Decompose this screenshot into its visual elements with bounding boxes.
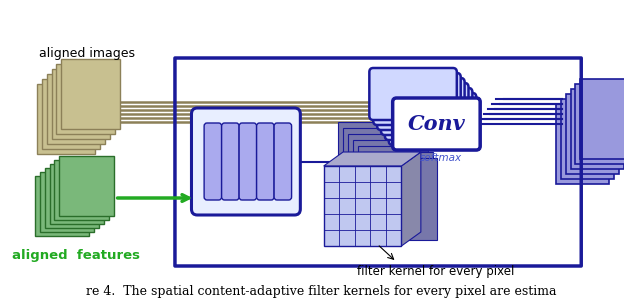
Text: re 4.  The spatial content-adaptive filter kernels for every pixel are estima: re 4. The spatial content-adaptive filte… bbox=[85, 285, 556, 299]
Text: softmax: softmax bbox=[420, 153, 462, 163]
FancyBboxPatch shape bbox=[385, 88, 472, 140]
FancyBboxPatch shape bbox=[274, 123, 291, 200]
Bar bbox=[353, 140, 423, 222]
Bar bbox=[37, 84, 95, 154]
FancyBboxPatch shape bbox=[222, 123, 239, 200]
FancyBboxPatch shape bbox=[239, 123, 256, 200]
FancyBboxPatch shape bbox=[373, 73, 461, 125]
Bar bbox=[61, 59, 120, 129]
Bar bbox=[49, 164, 104, 224]
Bar bbox=[52, 69, 110, 139]
Bar bbox=[47, 74, 105, 144]
Bar bbox=[570, 89, 624, 169]
Bar bbox=[40, 172, 94, 232]
Bar bbox=[561, 99, 614, 179]
Bar bbox=[54, 160, 109, 220]
FancyBboxPatch shape bbox=[204, 123, 222, 200]
FancyBboxPatch shape bbox=[256, 123, 274, 200]
FancyBboxPatch shape bbox=[389, 93, 476, 145]
Bar bbox=[45, 168, 99, 228]
FancyBboxPatch shape bbox=[392, 98, 480, 150]
Bar bbox=[363, 152, 432, 234]
Bar bbox=[56, 64, 115, 134]
Bar bbox=[324, 166, 401, 246]
Bar bbox=[42, 79, 100, 149]
Bar bbox=[580, 79, 624, 159]
Bar bbox=[59, 156, 114, 216]
FancyBboxPatch shape bbox=[392, 98, 480, 150]
FancyBboxPatch shape bbox=[369, 68, 457, 120]
Bar bbox=[358, 146, 427, 228]
Text: aligned  features: aligned features bbox=[12, 250, 140, 262]
FancyBboxPatch shape bbox=[377, 78, 465, 130]
Text: filter kernel for every pixel: filter kernel for every pixel bbox=[357, 265, 514, 278]
Polygon shape bbox=[401, 152, 421, 246]
Bar bbox=[575, 84, 624, 164]
Bar bbox=[35, 176, 89, 236]
Bar bbox=[368, 158, 437, 240]
Text: Conv: Conv bbox=[407, 114, 466, 134]
Bar bbox=[566, 94, 619, 174]
Bar bbox=[556, 104, 610, 184]
Bar bbox=[338, 122, 408, 204]
Text: aligned images: aligned images bbox=[39, 47, 135, 60]
Bar bbox=[343, 128, 413, 210]
FancyBboxPatch shape bbox=[381, 83, 469, 135]
Bar bbox=[348, 134, 418, 216]
FancyBboxPatch shape bbox=[192, 108, 300, 215]
Polygon shape bbox=[324, 152, 421, 166]
